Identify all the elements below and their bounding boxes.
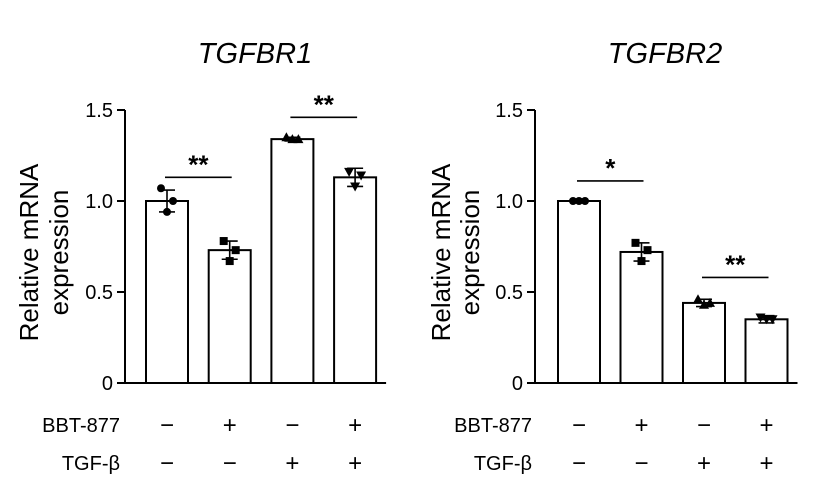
- y-tick-label: 1.5: [85, 100, 113, 122]
- condition-sign: +: [348, 412, 362, 439]
- bar: [744, 318, 789, 384]
- bar: [270, 138, 315, 384]
- y-tick-label: 1.0: [85, 191, 113, 213]
- y-tick-label: 0: [102, 373, 113, 395]
- condition-sign: +: [759, 412, 773, 439]
- significance-label: **: [188, 149, 209, 179]
- condition-sign: −: [572, 450, 586, 477]
- condition-sign: +: [285, 450, 299, 477]
- condition-sign: −: [697, 412, 711, 439]
- condition-sign: −: [223, 450, 237, 477]
- data-point: [699, 299, 709, 309]
- y-tick-label: 0: [512, 373, 523, 395]
- data-point: [581, 197, 589, 205]
- chart-title: TGFBR1: [198, 38, 312, 70]
- condition-sign: +: [759, 450, 773, 477]
- data-point: [356, 171, 367, 181]
- bar: [207, 249, 252, 384]
- bar: [557, 200, 601, 384]
- condition-sign: +: [634, 412, 648, 439]
- condition-sign: −: [160, 412, 174, 439]
- bar: [145, 200, 189, 384]
- data-point: [225, 257, 234, 266]
- y-tick-label: 1.0: [495, 191, 523, 213]
- condition-sign: +: [348, 450, 362, 477]
- condition-sign: +: [223, 412, 237, 439]
- significance-label: **: [314, 89, 335, 119]
- y-tick-label: 0.5: [495, 282, 523, 304]
- significance-label: *: [605, 153, 616, 183]
- data-point: [631, 238, 640, 247]
- condition-label: TGF-β: [474, 453, 532, 475]
- y-axis-label-line-2: expression: [44, 190, 74, 316]
- bar: [333, 176, 378, 384]
- data-point: [761, 315, 772, 325]
- condition-sign: −: [285, 412, 299, 439]
- data-point: [219, 237, 228, 246]
- data-point: [643, 246, 652, 255]
- data-point: [163, 207, 171, 216]
- condition-sign: −: [572, 412, 586, 439]
- condition-label: BBT-877: [42, 415, 120, 437]
- data-point: [569, 197, 577, 205]
- data-point: [705, 297, 715, 307]
- data-point: [637, 257, 646, 266]
- condition-table: BBT-877 − + − + BBT-877 − + − + TGF-β − − + + TGF-β − − + +: [42, 412, 773, 477]
- chart-title: TGFBR2: [608, 38, 722, 70]
- data-point: [344, 167, 355, 177]
- data-point: [693, 294, 703, 304]
- y-tick-label: 1.5: [495, 100, 523, 122]
- y-tick-label: 0.5: [85, 282, 113, 304]
- data-point: [287, 134, 298, 144]
- data-point: [281, 132, 292, 142]
- panel-tgfbr1: TGFBR1 Relative mRNA expression 0 0.5 1.0 1.5 *…: [14, 38, 387, 395]
- condition-sign: +: [697, 450, 711, 477]
- condition-sign: −: [160, 450, 174, 477]
- condition-label: TGF-β: [62, 453, 120, 475]
- data-point: [231, 246, 240, 255]
- data-point: [575, 197, 583, 205]
- panel-tgfbr2: TGFBR2 Relative mRNA expression 0 0.5 1.0 1.5 *…: [426, 38, 798, 395]
- data-point: [157, 184, 165, 193]
- bar: [619, 250, 664, 384]
- condition-label: BBT-877: [454, 415, 532, 437]
- y-axis-label-line-2: expression: [455, 190, 485, 316]
- y-axis-label-line-1: Relative mRNA: [14, 163, 44, 341]
- y-axis-label-line-1: Relative mRNA: [426, 163, 456, 341]
- bar: [682, 301, 726, 385]
- condition-sign: −: [634, 450, 648, 477]
- significance-label: **: [725, 249, 746, 279]
- data-point: [169, 197, 177, 205]
- data-point: [350, 182, 361, 192]
